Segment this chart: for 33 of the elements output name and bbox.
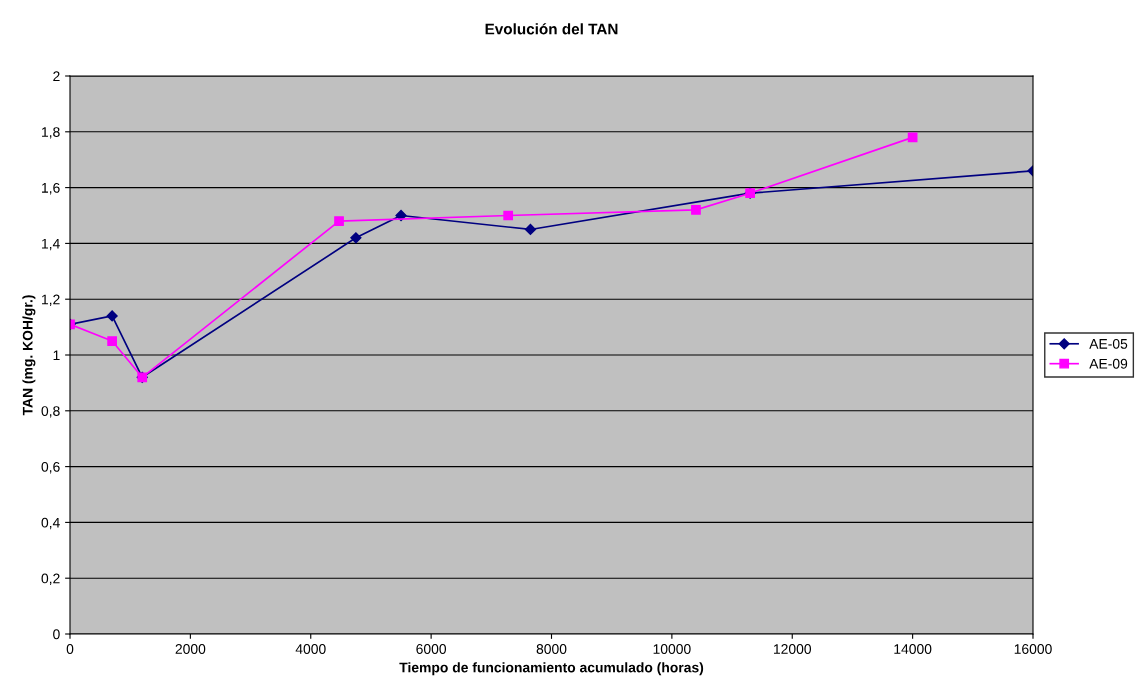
- x-tick-label: 0: [66, 644, 74, 654]
- point: [691, 205, 701, 215]
- chart-title: Evolución del TAN: [485, 23, 618, 35]
- x-tick-label: 8000: [536, 644, 567, 654]
- y-tick-label: 1,2: [42, 294, 60, 307]
- point: [524, 223, 537, 236]
- y-tick-label: 0,6: [41, 461, 60, 474]
- point: [395, 209, 407, 222]
- x-tick-label: 12000: [774, 644, 812, 654]
- legend-label: AE-09: [1089, 358, 1128, 369]
- y-tick-label: 2: [53, 71, 60, 82]
- x-tick-label: 4000: [295, 644, 326, 654]
- x-tick-label: 2000: [175, 644, 206, 654]
- point: [107, 336, 117, 346]
- point: [503, 210, 514, 221]
- x-axis-title: Tiempo de funcionamiento acumulado (horas): [399, 662, 704, 676]
- point: [350, 232, 362, 244]
- y-tick-label: 0: [53, 629, 60, 640]
- y-axis-title: TAN (mg. KOH/gr.): [22, 295, 36, 416]
- x-tick-label: 6000: [416, 644, 447, 654]
- y-tick-label: 1: [53, 350, 60, 361]
- y-tick-label: 1,6: [42, 182, 60, 195]
- legend-label: AE-05: [1089, 338, 1128, 349]
- y-tick-label: 0,8: [41, 406, 60, 418]
- y-tick-label: 1,8: [42, 127, 60, 139]
- point: [334, 216, 344, 226]
- y-tick-label: 0,2: [41, 573, 60, 586]
- x-tick-label: 16000: [1014, 644, 1052, 654]
- y-tick-label: 1,4: [42, 238, 60, 251]
- x-tick-label: 10000: [653, 644, 691, 654]
- y-tick-label: 0,4: [41, 517, 60, 530]
- point: [106, 310, 118, 322]
- x-tick-label: 14000: [894, 644, 932, 654]
